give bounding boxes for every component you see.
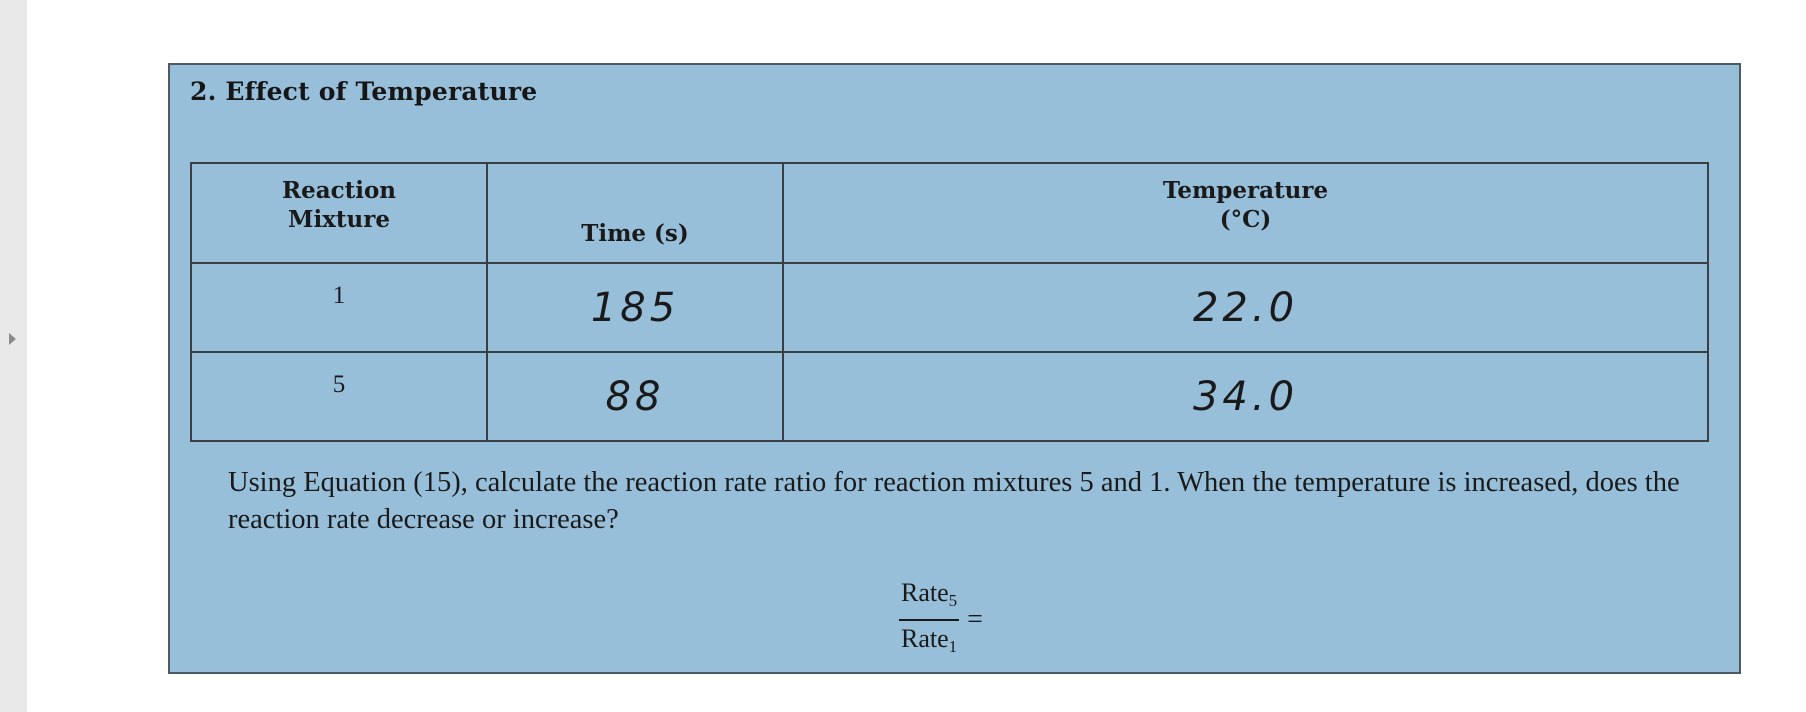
header-reaction-mixture: Reaction Mixture [190,162,488,264]
time-cell[interactable]: 88 [486,351,784,442]
temperature-data-table: Reaction Mixture Time (s) Temperature (°… [190,162,1709,442]
header-temperature-line1: Temperature [1162,177,1329,204]
header-temperature: Temperature (°C) [782,162,1709,264]
time-cell[interactable]: 185 [486,262,784,353]
header-reaction-mixture-line2: Mixture [287,206,390,233]
fraction-numerator: Rate5 [899,578,959,619]
mixture-cell: 5 [190,351,488,442]
denominator-subscript: 1 [948,637,958,656]
worksheet-panel: 2. Effect of Temperature Reaction Mixtur… [168,63,1741,674]
numerator-label: Rate [901,578,949,607]
table-row: 5 88 34.0 [190,351,1709,442]
header-temperature-line2: (°C) [1219,206,1272,233]
expand-arrow-icon[interactable] [9,333,16,345]
rate-ratio-fraction: Rate5 Rate1 [899,578,960,662]
numerator-subscript: 5 [948,591,958,610]
equals-sign: = [967,604,983,635]
mixture-cell: 1 [190,262,488,353]
fraction-denominator: Rate1 [899,619,960,662]
temperature-cell[interactable]: 34.0 [782,351,1709,442]
header-time-label: Time (s) [581,220,689,247]
section-title: 2. Effect of Temperature [190,77,538,106]
rate-ratio-formula: Rate5 Rate1 = [899,578,983,662]
question-text: Using Equation (15), calculate the react… [228,467,1680,535]
left-rail [0,0,27,712]
denominator-label: Rate [901,624,949,653]
table-row: 1 185 22.0 [190,262,1709,353]
header-reaction-mixture-line1: Reaction [281,177,397,204]
temperature-cell[interactable]: 22.0 [782,262,1709,353]
table-header-row: Reaction Mixture Time (s) Temperature (°… [190,162,1709,264]
header-time: Time (s) [486,162,784,264]
